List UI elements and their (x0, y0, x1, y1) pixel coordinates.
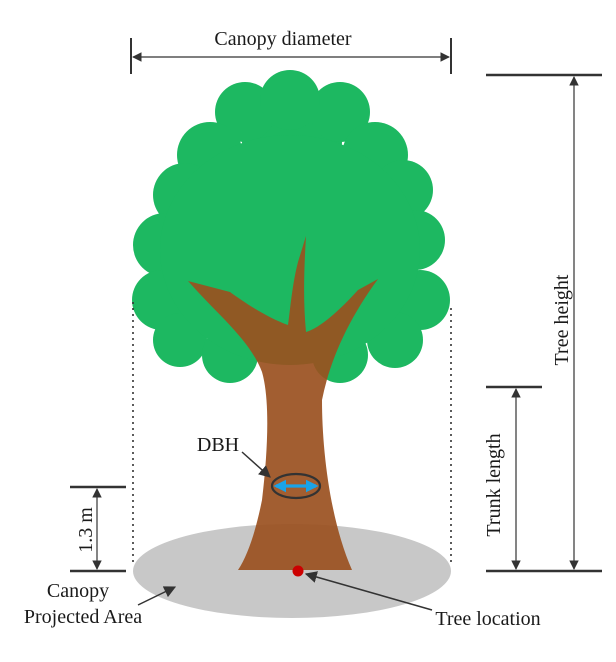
canopy-projected-area (133, 524, 451, 618)
dbh-measure-ellipse (270, 472, 322, 500)
tree-location-dot (292, 565, 304, 577)
dbh-leader-arrow (241, 451, 271, 478)
dbh-label: DBH (197, 434, 239, 456)
canopy-projected-area-label-line1: Canopy (47, 580, 109, 602)
canopy-projected-area-label-line2: Projected Area (24, 606, 142, 628)
canopy-projected-area-leader-arrow (137, 586, 177, 606)
canopy-diameter-label: Canopy diameter (214, 28, 352, 50)
tree-location-leader-arrow (304, 571, 433, 611)
breast-height-label: 1.3 m (75, 507, 97, 553)
trunk-length-label: Trunk length (483, 433, 505, 536)
tree-location-label: Tree location (435, 608, 540, 630)
tree-height-label: Tree height (551, 274, 573, 365)
tree-trunk (188, 236, 378, 570)
